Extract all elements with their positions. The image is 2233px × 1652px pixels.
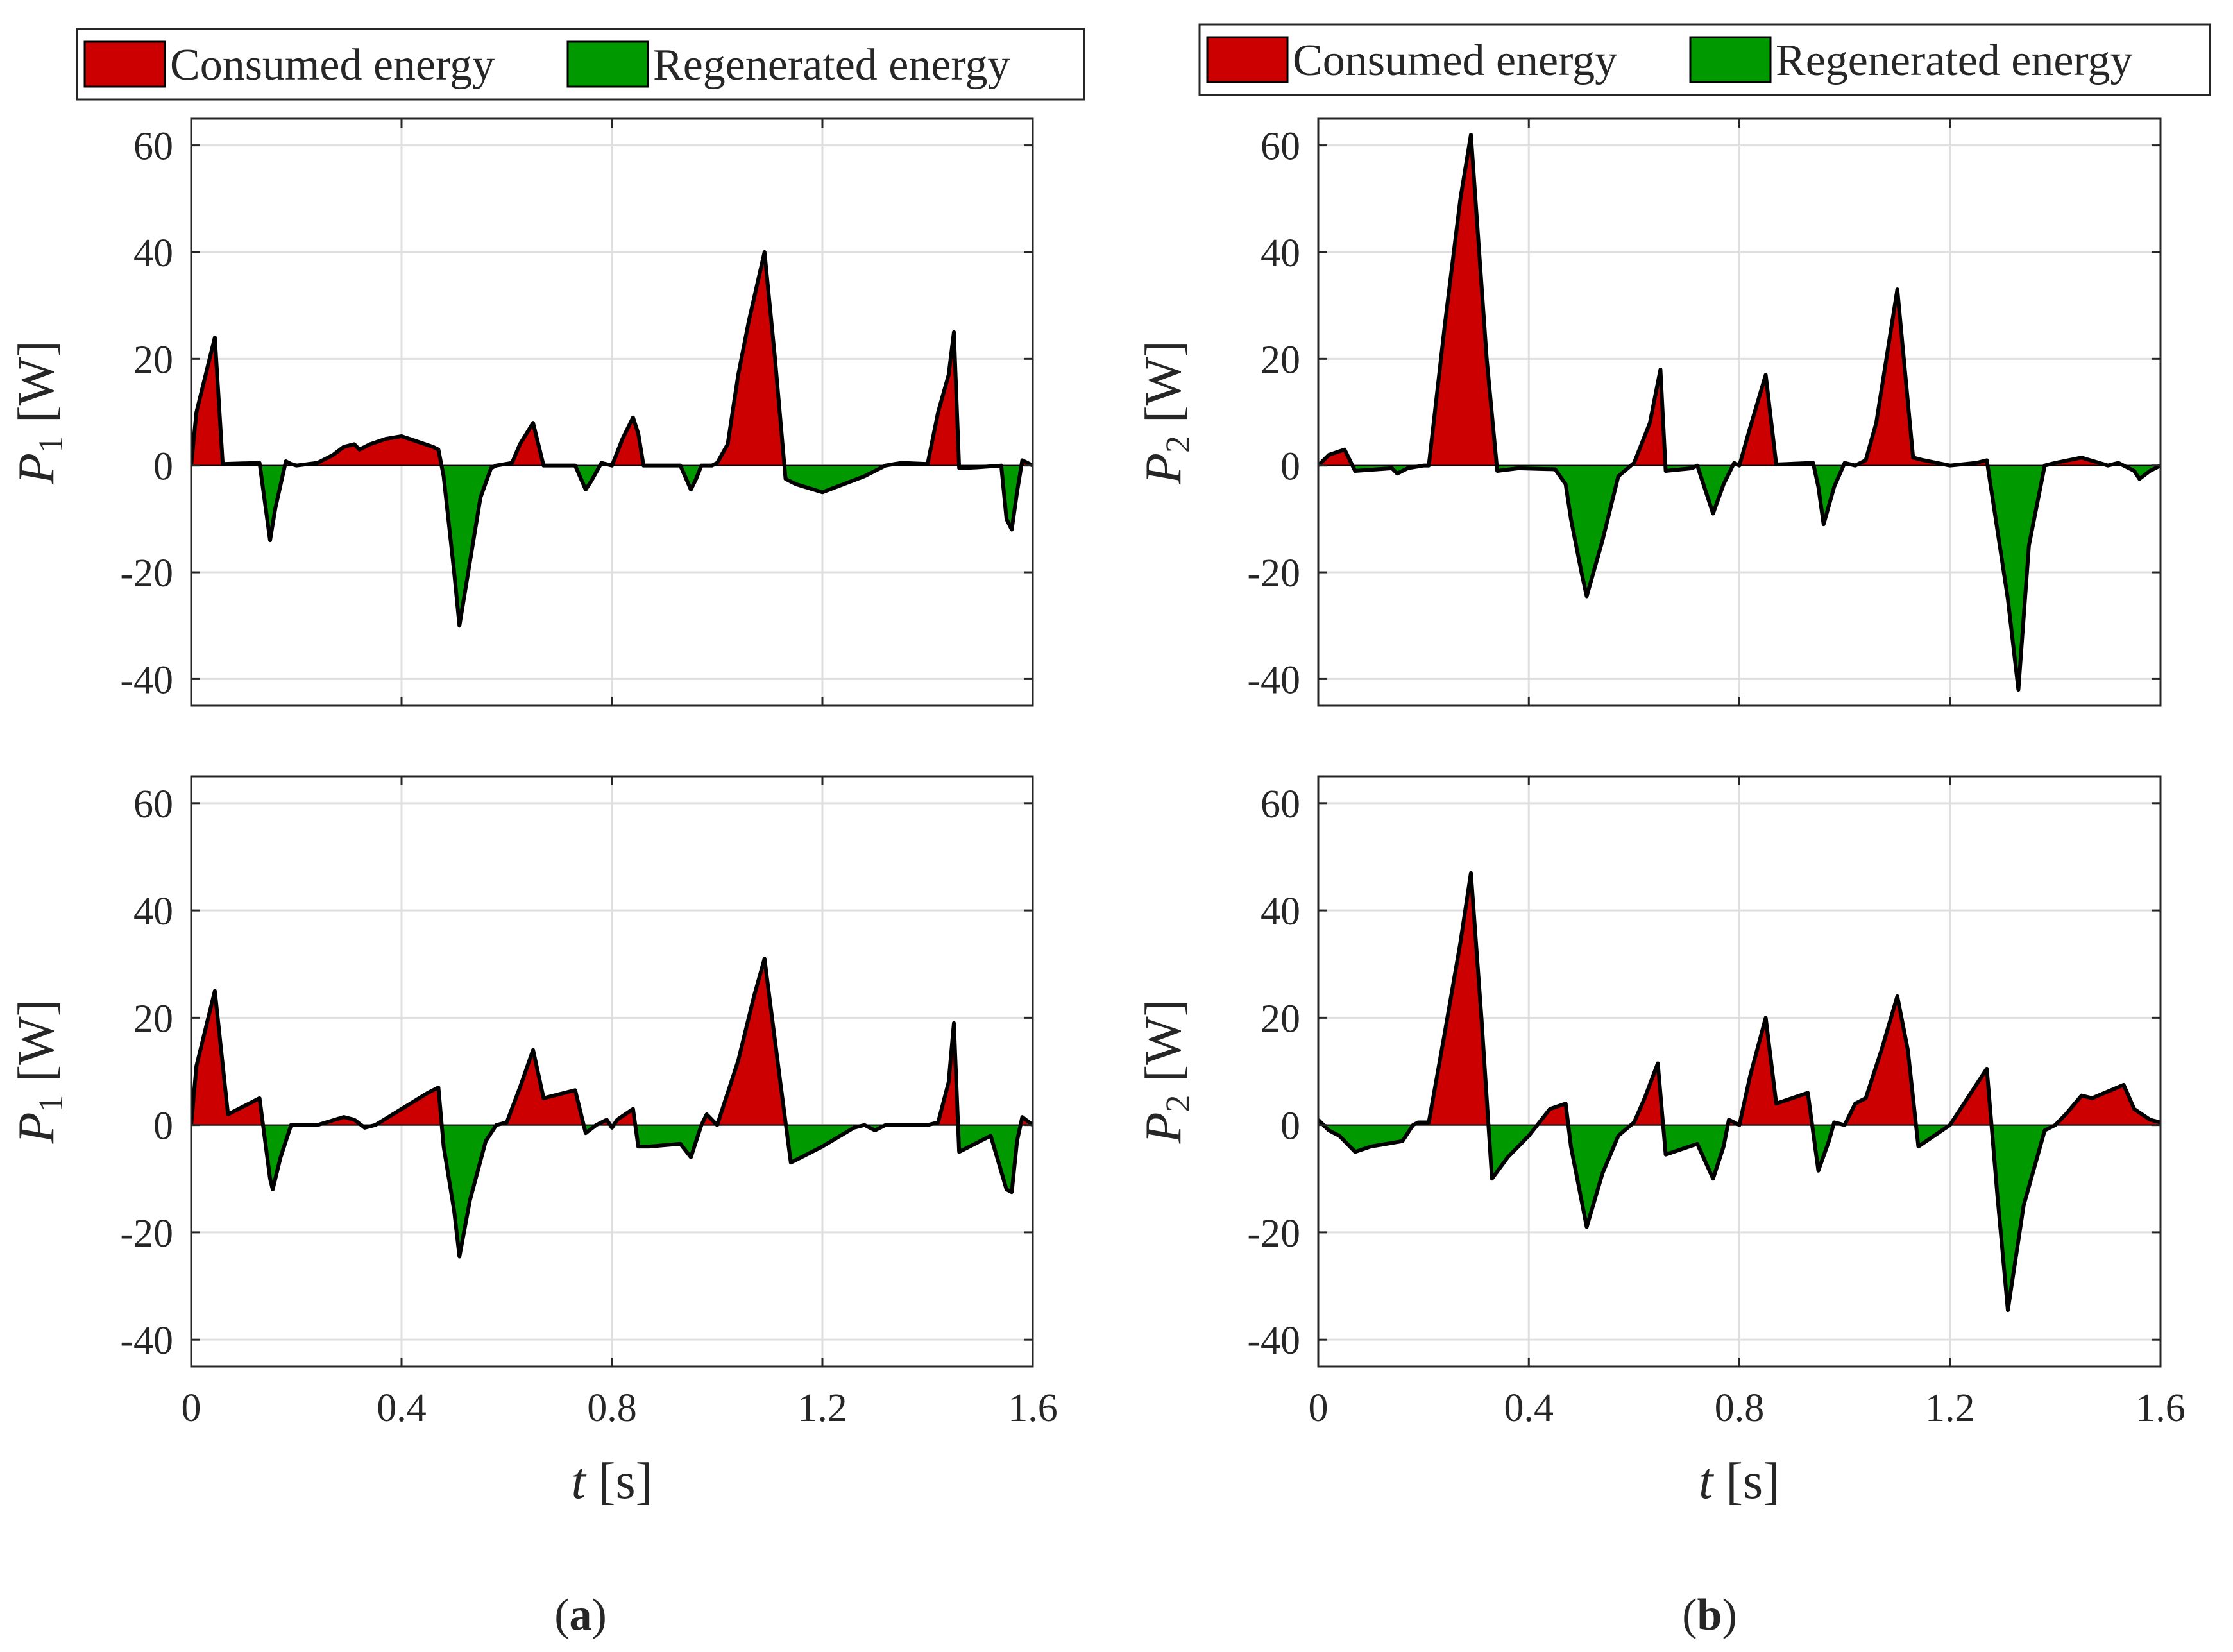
x-axis-unit: [s] xyxy=(1713,1453,1779,1510)
power-curve xyxy=(191,250,1033,628)
y-tick-label: -40 xyxy=(1247,658,1300,702)
chart-a-bottom: -40 -20 0 20 40 60 0 0.4 0.8 1.2 1.6 P1 [W] t [s] xyxy=(8,775,1058,1510)
y-tick-label: 0 xyxy=(153,1105,173,1148)
y-tick-label: -20 xyxy=(120,552,173,595)
y-axis-subscript: 1 xyxy=(31,436,70,453)
y-axis-unit: [W] xyxy=(8,1000,65,1095)
y-tick-label: 40 xyxy=(1261,232,1300,275)
x-tick-label: 1.2 xyxy=(797,1386,847,1430)
x-axis-label: t [s] xyxy=(1699,1453,1780,1510)
x-axis-label: t [s] xyxy=(572,1453,653,1510)
y-axis-symbol: P xyxy=(1135,453,1192,485)
legend-swatch-consumed xyxy=(83,40,166,88)
power-curve xyxy=(1318,871,2161,1313)
regenerated-area xyxy=(1586,465,1603,597)
y-axis-label: P1 [W] xyxy=(8,340,70,485)
chart-a-top: -40 -20 0 20 40 60 P1 [W] Consumed energy Regene… xyxy=(8,28,1085,707)
y-tick-label: -40 xyxy=(1247,1319,1300,1363)
x-axis-unit: [s] xyxy=(586,1453,652,1510)
x-axis-symbol: t xyxy=(1699,1453,1714,1510)
y-axis-unit: [W] xyxy=(1135,340,1192,436)
x-tick-label: 1.2 xyxy=(1925,1386,1975,1430)
y-tick-label: 40 xyxy=(133,890,173,933)
panel-label-close: ) xyxy=(592,1590,607,1640)
y-axis-symbol: P xyxy=(1135,1112,1192,1144)
y-tick-label: 40 xyxy=(133,232,173,275)
legend-label-regenerated: Regenerated energy xyxy=(1776,36,2132,85)
y-tick-label: 20 xyxy=(133,338,173,382)
y-axis-symbol: P xyxy=(8,453,65,485)
consumed-area xyxy=(1444,198,1461,466)
consumed-area xyxy=(2081,1094,2093,1126)
legend-label-consumed: Consumed energy xyxy=(1293,36,1617,85)
x-tick-label: 0.8 xyxy=(1715,1386,1765,1430)
y-axis-label: P1 [W] xyxy=(8,1000,70,1145)
y-tick-label: 60 xyxy=(1261,125,1300,169)
y-axis-label: P2 [W] xyxy=(1135,340,1197,485)
consumed-area xyxy=(1444,942,1461,1126)
power-curve xyxy=(191,957,1033,1259)
x-tick-label: 0 xyxy=(1309,1386,1329,1430)
legend: Consumed energy Regenerated energy xyxy=(1198,23,2211,96)
panel-label-open: ( xyxy=(554,1590,569,1640)
panel-label-a: (a) xyxy=(554,1590,607,1640)
consumed-area xyxy=(385,436,402,466)
regenerated-area xyxy=(790,1125,823,1163)
legend: Consumed energy Regenerated energy xyxy=(76,28,1085,101)
panel-label-open: ( xyxy=(1682,1590,1697,1640)
legend-label-consumed: Consumed energy xyxy=(170,40,495,90)
legend-swatch-regenerated xyxy=(566,40,649,88)
y-tick-label: 0 xyxy=(1280,1105,1300,1148)
panel-label-close: ) xyxy=(1722,1590,1736,1640)
y-axis-unit: [W] xyxy=(1135,1000,1192,1095)
legend-swatch-consumed xyxy=(1206,36,1289,83)
y-tick-label: -20 xyxy=(120,1212,173,1256)
x-tick-label: 1.6 xyxy=(1008,1386,1058,1430)
panel-label-letter: b xyxy=(1697,1590,1722,1640)
x-tick-label: 1.6 xyxy=(2135,1386,2186,1430)
x-axis-symbol: t xyxy=(572,1453,587,1510)
x-tick-label: 0.4 xyxy=(1504,1386,1554,1430)
chart-b-top: -40 -20 0 20 40 60 P2 [W] Consumed energy Regene… xyxy=(1135,23,2211,707)
chart-b-bottom: -40 -20 0 20 40 60 0 0.4 0.8 1.2 1.6 P2 [W] t [s] xyxy=(1135,775,2186,1510)
y-axis-label: P2 [W] xyxy=(1135,1000,1197,1145)
y-tick-label: 60 xyxy=(133,125,173,169)
y-tick-label: -20 xyxy=(1247,552,1300,595)
y-tick-label: 60 xyxy=(1261,783,1300,826)
regenerated-area xyxy=(638,1125,649,1147)
panel-label-b: (b) xyxy=(1682,1590,1737,1640)
y-tick-label: -40 xyxy=(120,658,173,702)
y-tick-label: 60 xyxy=(133,783,173,826)
y-tick-label: 20 xyxy=(1261,997,1300,1041)
y-axis-subscript: 2 xyxy=(1159,436,1197,453)
x-tick-label: 0.4 xyxy=(377,1386,427,1430)
y-axis-subscript: 1 xyxy=(31,1094,70,1112)
consumed-area xyxy=(738,996,754,1126)
panel-label-letter: a xyxy=(570,1590,592,1640)
y-tick-label: 20 xyxy=(1261,338,1300,382)
y-tick-label: 40 xyxy=(1261,890,1300,933)
y-tick-label: -40 xyxy=(120,1319,173,1363)
x-tick-label: 0 xyxy=(182,1386,201,1430)
x-tick-label: 0.8 xyxy=(587,1386,637,1430)
y-axis-subscript: 2 xyxy=(1159,1094,1197,1112)
legend-label-regenerated: Regenerated energy xyxy=(653,40,1010,90)
y-tick-label: 20 xyxy=(133,997,173,1041)
y-tick-label: -20 xyxy=(1247,1212,1300,1256)
y-axis-symbol: P xyxy=(8,1112,65,1144)
power-curve xyxy=(1318,132,2161,692)
y-tick-label: 0 xyxy=(153,445,173,489)
legend-swatch-regenerated xyxy=(1689,36,1772,83)
y-axis-unit: [W] xyxy=(8,340,65,436)
consumed-area xyxy=(1881,996,1898,1126)
y-tick-label: 0 xyxy=(1280,445,1300,489)
consumed-area xyxy=(401,1092,429,1126)
